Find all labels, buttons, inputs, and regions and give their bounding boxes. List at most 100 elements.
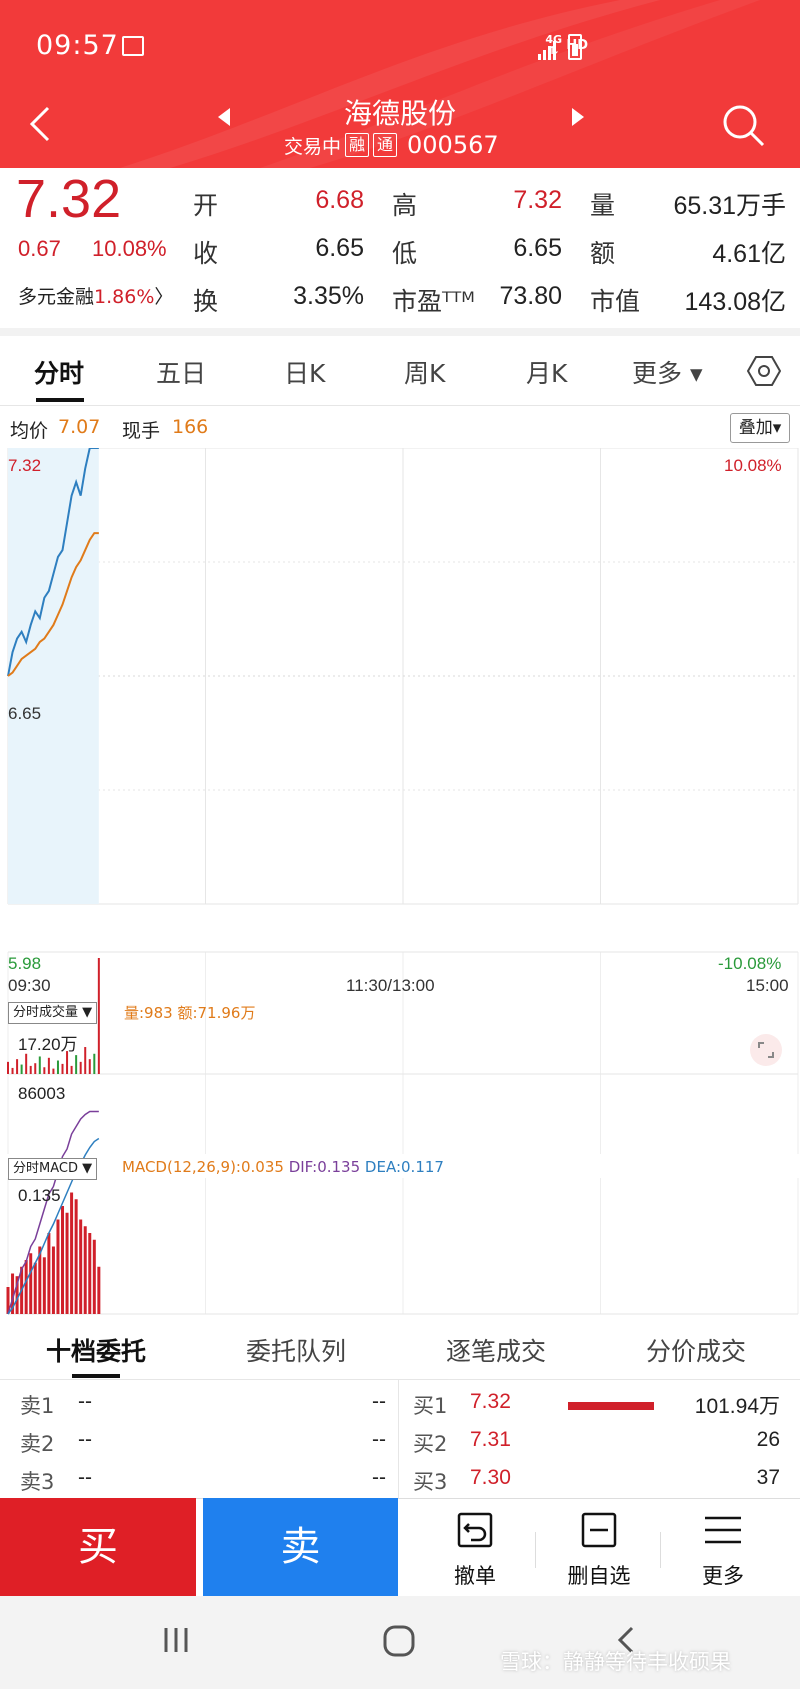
next-stock-icon[interactable] — [572, 108, 584, 126]
volume-value: 65.31万手 — [673, 192, 786, 220]
tab-order-queue[interactable]: 委托队列 — [246, 1337, 347, 1366]
macd-bar — [11, 1273, 15, 1314]
buy-label: 买3 — [413, 1470, 448, 1494]
low-value: 6.65 — [513, 234, 562, 262]
buy-row: 买3 7.30 37 — [400, 1462, 800, 1500]
sell-row: 卖3 -- -- — [0, 1462, 400, 1500]
turnover-value: 3.35% — [293, 282, 364, 310]
buy-price: 7.32 — [470, 1390, 511, 1413]
tab-tick-trades[interactable]: 逐笔成交 — [446, 1337, 547, 1366]
menu-icon — [705, 1516, 741, 1544]
tab-five-day[interactable]: 五日 — [156, 359, 207, 388]
tab-price-trades[interactable]: 分价成交 — [646, 1337, 747, 1366]
expand-icon[interactable] — [750, 1034, 782, 1066]
network-label: 4G — [545, 33, 562, 46]
back-nav-icon[interactable] — [610, 1624, 642, 1656]
sector-name: 多元金融 — [18, 286, 95, 308]
recent-apps-icon[interactable] — [160, 1624, 192, 1656]
volume-bar — [25, 1053, 28, 1074]
sell-label: 卖3 — [20, 1470, 55, 1494]
sell-vol: -- — [372, 1390, 386, 1413]
stock-subtitle: 交易中 融 通 000567 — [284, 130, 499, 160]
dif-value: DIF:0.135 — [288, 1158, 361, 1176]
sector-pct: 1.86% — [94, 286, 155, 308]
connect-tag: 通 — [373, 133, 398, 157]
vol-axis-max: 17.20万 — [18, 1035, 78, 1054]
prev-close-label: 收 — [193, 239, 219, 268]
pe-label: 市盈ᵀᵀᴹ — [392, 287, 475, 316]
pct-axis-top: 10.08% — [724, 456, 782, 475]
pe-value: 73.80 — [499, 282, 562, 310]
macd-bar — [83, 1226, 87, 1314]
macd-chart — [6, 1110, 101, 1315]
tab-monthly-k[interactable]: 月K — [526, 359, 568, 388]
volume-bar — [56, 1060, 59, 1074]
volume-bar — [16, 1059, 19, 1074]
vol-axis-mid: 86003 — [18, 1084, 66, 1103]
volume-bar — [34, 1063, 37, 1074]
volume-bar — [7, 1061, 9, 1074]
macd-indicator-select[interactable]: 分时MACD ▼ — [8, 1158, 98, 1180]
back-icon[interactable] — [22, 104, 62, 144]
gallery-icon — [122, 36, 144, 56]
volume-bar — [61, 1063, 64, 1074]
cancel-order-button[interactable]: 撤单 — [420, 1500, 530, 1594]
cancel-order-label: 撤单 — [454, 1564, 496, 1588]
price-change: 0.67 — [18, 236, 61, 261]
volume-bar — [79, 1061, 82, 1074]
volume-bar — [66, 1051, 69, 1074]
home-icon[interactable] — [382, 1624, 416, 1658]
tab-weekly-k[interactable]: 周K — [404, 359, 446, 388]
prev-stock-icon[interactable] — [218, 108, 230, 126]
more-button[interactable]: 更多 — [668, 1500, 778, 1594]
amount-label: 额 — [590, 239, 616, 268]
buy-label: 买1 — [413, 1394, 448, 1418]
mktcap-label: 市值 — [590, 287, 641, 316]
macd-bar — [79, 1219, 83, 1314]
tab-ten-level[interactable]: 十档委托 — [46, 1337, 147, 1366]
avg-price-line — [7, 532, 99, 677]
sell-price: -- — [78, 1466, 92, 1489]
y-axis-top: 7.32 — [8, 456, 42, 475]
macd-bar — [88, 1233, 92, 1314]
volume-chart — [7, 958, 100, 1074]
signal-icon — [538, 41, 556, 60]
watermark-text: 雪球：静静等待丰收硕果 — [500, 1650, 731, 1674]
macd-bar — [24, 1260, 28, 1314]
volume-bar — [70, 1065, 73, 1074]
active-ob-tab-indicator — [72, 1374, 120, 1378]
sell-vol: -- — [372, 1466, 386, 1489]
avg-label: 均价 — [10, 420, 49, 442]
volume-bar — [43, 1067, 46, 1074]
sell-row: 卖2 -- -- — [0, 1424, 400, 1462]
sell-button[interactable]: 卖 — [203, 1498, 398, 1596]
settings-icon[interactable] — [747, 354, 781, 388]
sector-link[interactable]: 多元金融1.86%〉 — [18, 282, 173, 309]
macd-bar — [33, 1262, 37, 1314]
stock-name: 海德股份 — [343, 97, 456, 130]
volume-bar — [20, 1064, 23, 1074]
macd-bar — [56, 1219, 60, 1314]
tab-intraday[interactable]: 分时 — [34, 359, 85, 388]
search-icon[interactable] — [720, 102, 766, 148]
low-label: 低 — [392, 239, 418, 268]
action-separator — [660, 1532, 661, 1568]
volume-indicator-select[interactable]: 分时成交量 ▼ — [8, 1002, 98, 1024]
macd-bar — [61, 1206, 65, 1314]
buy-button[interactable]: 买 — [0, 1498, 196, 1596]
tab-daily-k[interactable]: 日K — [284, 359, 326, 388]
remove-watchlist-label: 删自选 — [567, 1564, 631, 1588]
lot-label: 现手 — [122, 420, 161, 442]
volume-bar — [52, 1068, 55, 1074]
x-axis-end: 15:00 — [746, 976, 789, 995]
overlay-button[interactable]: 叠加▾ — [730, 413, 790, 443]
current-price: 7.32 — [16, 169, 122, 229]
macd-bar — [92, 1239, 96, 1314]
remove-watchlist-button[interactable]: 删自选 — [544, 1500, 654, 1594]
pct-axis-bottom: -10.08% — [718, 954, 782, 973]
buy-volume-bar — [568, 1402, 654, 1410]
tab-more[interactable]: 更多 ▾ — [632, 359, 703, 388]
prev-close-value: 6.65 — [315, 234, 364, 262]
macd-bar — [97, 1266, 101, 1314]
y-axis-bottom: 5.98 — [8, 954, 42, 973]
